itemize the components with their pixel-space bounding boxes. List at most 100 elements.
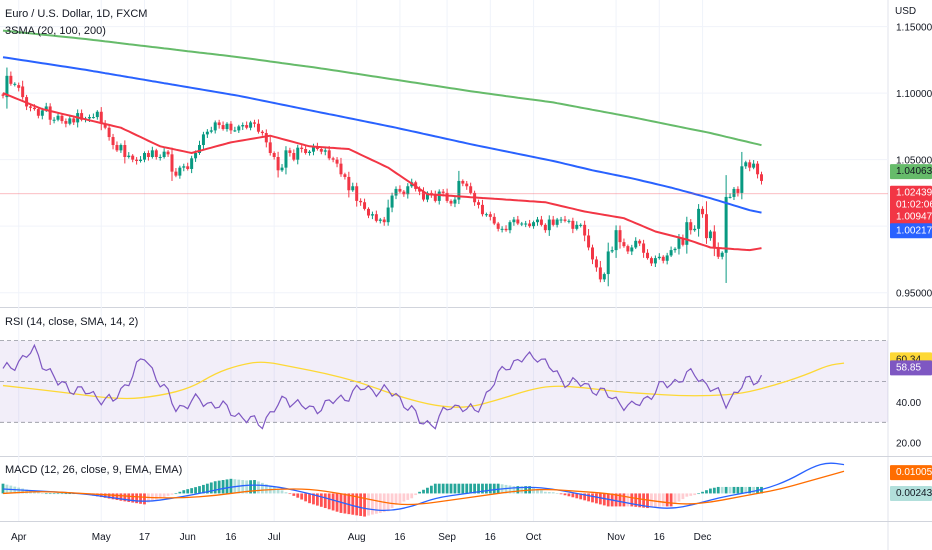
candles[interactable] [1, 67, 763, 287]
macd-histogram-bar [453, 483, 457, 494]
candle [174, 168, 178, 178]
candle [752, 160, 756, 170]
macd-histogram-bar [418, 491, 421, 494]
candle-body [249, 122, 253, 128]
macd-histogram-bar [488, 483, 492, 494]
candle-body [759, 174, 763, 181]
candle-body [453, 199, 457, 204]
rsi-ma-tag-text: 58.85 [896, 362, 921, 373]
candle [642, 239, 646, 258]
candle [728, 193, 732, 199]
candle [433, 190, 437, 203]
macd-study-label[interactable]: MACD (12, 26, close, 9, EMA, EMA) [5, 464, 183, 476]
candle [382, 216, 386, 226]
candle-body [390, 195, 394, 208]
candle-body [693, 228, 697, 231]
candle [547, 215, 551, 236]
candle [304, 145, 308, 155]
candle-body [339, 163, 343, 175]
candle-body [135, 159, 139, 161]
candle [685, 216, 689, 254]
candle [488, 211, 492, 221]
time-tick-label: Nov [607, 532, 625, 543]
candle-body [583, 224, 587, 236]
candle-body [32, 107, 36, 110]
macd-signal-tag-bg [890, 465, 932, 481]
symbol-title[interactable]: Euro / U.S. Dollar, 1D, FXCM [5, 8, 148, 20]
candle [437, 189, 441, 205]
candle-body [606, 251, 610, 275]
candle-body [567, 220, 571, 222]
candle [583, 220, 587, 242]
candle [370, 211, 374, 220]
candle-body [492, 216, 496, 224]
candle [186, 162, 190, 171]
candle-body [449, 200, 453, 204]
macd-histogram-bar [186, 489, 190, 494]
macd-histogram-bar [296, 493, 300, 498]
candle [127, 152, 131, 159]
candle [492, 213, 496, 226]
candle [457, 170, 461, 205]
candle-body [276, 156, 280, 171]
candle-body [17, 85, 21, 88]
candle-body [174, 171, 178, 176]
candle-body [209, 130, 213, 132]
candle [744, 160, 748, 169]
candle [673, 247, 677, 253]
candle [60, 114, 64, 124]
candle-body [311, 146, 315, 152]
rsi-study-label[interactable]: RSI (14, close, SMA, 14, 2) [5, 316, 139, 328]
candle-body [665, 255, 669, 261]
candle [422, 187, 426, 202]
macd-hist-tag-bg [890, 486, 932, 502]
candle-body [480, 204, 484, 215]
candle [512, 216, 516, 226]
candle-body [598, 267, 602, 280]
candle [95, 110, 99, 120]
candle-body [166, 151, 170, 155]
candle-body [347, 176, 351, 191]
macd-histogram-bar [260, 482, 264, 494]
candle-body [732, 188, 736, 197]
candle-body [716, 247, 720, 257]
candle-body [418, 188, 422, 192]
candle [759, 171, 763, 185]
candle-body [52, 119, 56, 121]
macd-histogram-bar [158, 493, 162, 499]
candle-body [378, 219, 382, 221]
candle [335, 157, 339, 168]
candle-body [528, 223, 532, 227]
macd-histogram-bar [198, 486, 201, 494]
macd-signal-tag-text: 0.01005 [896, 467, 932, 478]
candle [649, 256, 653, 267]
macd-histogram-bar [567, 493, 571, 497]
candle-body [657, 256, 661, 259]
macd-histogram-bar [316, 493, 319, 506]
macd-histogram-bar [331, 493, 335, 511]
candle-body [359, 200, 363, 203]
candle-body [284, 150, 288, 168]
moving-averages [0, 29, 888, 252]
macd-histogram-bar [1, 483, 5, 494]
sma-study-label[interactable]: 3SMA (20, 100, 200) [5, 25, 106, 37]
candle-body [95, 111, 99, 118]
macd-histogram-bar [748, 486, 752, 494]
candle-body [579, 224, 583, 226]
candle [740, 151, 744, 200]
candle-body [343, 174, 347, 177]
candle [665, 252, 669, 265]
macd-histogram-bar [280, 490, 284, 494]
macd-histogram-bar [716, 486, 720, 494]
candle [724, 175, 728, 283]
rsi-line [2, 343, 763, 430]
macd-histogram-bar [378, 493, 382, 513]
macd-histogram-bar [253, 480, 256, 494]
time-tick-label: 16 [394, 532, 406, 543]
macd-histogram-bar [182, 490, 186, 494]
macd-histogram-bar [190, 488, 194, 494]
candle-body [237, 126, 241, 131]
macd-histogram-bar [304, 493, 308, 502]
candle [162, 148, 166, 159]
candle-body [406, 186, 410, 195]
